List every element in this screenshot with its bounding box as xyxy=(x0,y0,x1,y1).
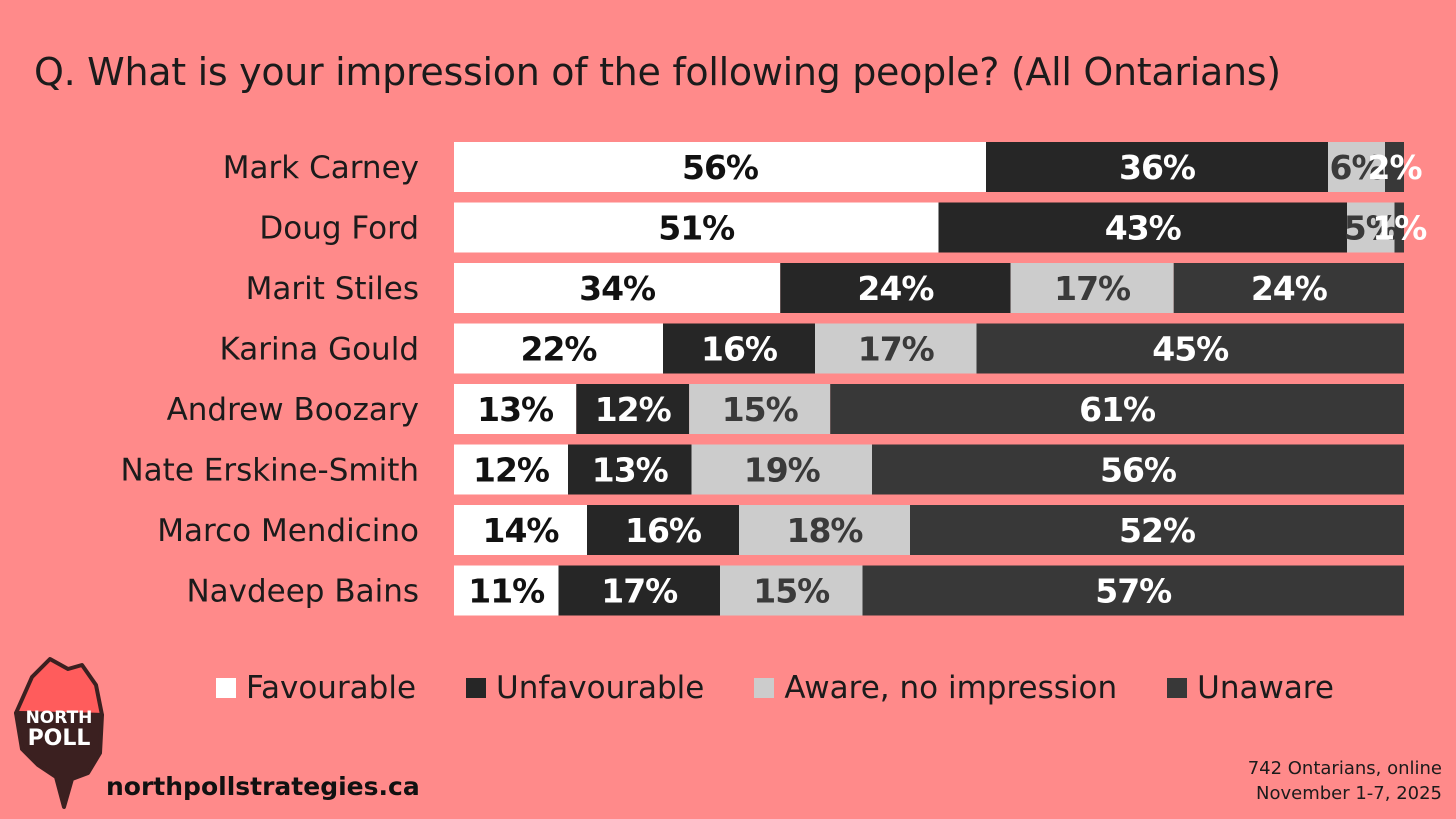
value-label-unaware-andrew-boozary: 61% xyxy=(1079,390,1156,429)
category-label-andrew-boozary: Andrew Boozary xyxy=(167,392,419,428)
bar-favourable-marit-stiles xyxy=(454,263,781,313)
source-note: 742 Ontarians, online November 1-7, 2025 xyxy=(1248,756,1442,806)
value-label-unfavourable-marit-stiles: 24% xyxy=(857,269,934,308)
value-label-favourable-marco-mendicino: 14% xyxy=(483,511,560,550)
bar-aware-no-impression-karina-gould xyxy=(815,323,977,374)
value-label-unaware-doug-ford: 1% xyxy=(1372,209,1427,248)
logo-text-north: NORTH xyxy=(26,708,93,728)
bar-unfavourable-navdeep-bains xyxy=(558,565,720,616)
category-label-marco-mendicino: Marco Mendicino xyxy=(157,513,419,549)
value-label-aware-no-impression-navdeep-bains: 15% xyxy=(753,572,830,611)
bar-aware-no-impression-nate-erskine-smith xyxy=(691,444,872,495)
value-label-unaware-marit-stiles: 24% xyxy=(1251,269,1328,308)
value-label-unaware-marco-mendicino: 52% xyxy=(1119,511,1196,550)
value-label-favourable-doug-ford: 51% xyxy=(658,209,735,248)
bar-aware-no-impression-navdeep-bains xyxy=(720,565,863,616)
source-sample: 742 Ontarians, online xyxy=(1247,758,1442,779)
value-label-unaware-mark-carney: 2% xyxy=(1367,148,1422,187)
bar-unaware-mark-carney xyxy=(1385,142,1404,192)
bar-unfavourable-mark-carney xyxy=(986,142,1328,192)
value-label-unfavourable-nate-erskine-smith: 13% xyxy=(592,451,669,490)
legend-item-unaware: Unaware xyxy=(1167,670,1334,706)
bar-aware-no-impression-andrew-boozary xyxy=(689,384,831,434)
value-label-unfavourable-andrew-boozary: 12% xyxy=(595,390,672,429)
bar-aware-no-impression-mark-carney xyxy=(1328,142,1385,192)
bar-unfavourable-karina-gould xyxy=(663,323,815,374)
legend-label-aware: Aware, no impression xyxy=(784,670,1118,706)
bar-favourable-doug-ford xyxy=(454,202,939,253)
legend-item-unfavourable: Unfavourable xyxy=(466,670,704,706)
bar-favourable-andrew-boozary xyxy=(454,384,577,434)
bar-favourable-marco-mendicino xyxy=(454,505,587,555)
bar-unfavourable-nate-erskine-smith xyxy=(568,444,692,495)
legend-swatch-favourable xyxy=(216,678,236,698)
bar-unaware-nate-erskine-smith xyxy=(872,444,1404,495)
legend-label-unfavourable: Unfavourable xyxy=(496,670,705,706)
bar-aware-no-impression-marit-stiles xyxy=(1010,263,1174,313)
value-label-aware-no-impression-marco-mendicino: 18% xyxy=(787,511,864,550)
value-label-unfavourable-navdeep-bains: 17% xyxy=(601,572,678,611)
bar-unaware-marco-mendicino xyxy=(910,505,1404,555)
logo-iceberg-top xyxy=(14,657,104,717)
value-label-unaware-karina-gould: 45% xyxy=(1152,330,1229,369)
bar-aware-no-impression-marco-mendicino xyxy=(739,505,910,555)
bar-unaware-doug-ford xyxy=(1394,202,1404,253)
value-label-favourable-navdeep-bains: 11% xyxy=(468,572,545,611)
category-label-nate-erskine-smith: Nate Erskine-Smith xyxy=(120,453,419,489)
bar-aware-no-impression-doug-ford xyxy=(1347,202,1395,253)
legend-swatch-aware xyxy=(754,678,775,698)
legend-item-favourable: Favourable xyxy=(216,670,416,706)
legend-label-favourable: Favourable xyxy=(246,670,417,706)
bar-unfavourable-doug-ford xyxy=(938,202,1347,253)
bar-unaware-marit-stiles xyxy=(1173,263,1404,313)
legend-label-unaware: Unaware xyxy=(1197,670,1334,706)
legend-swatch-unaware xyxy=(1167,678,1188,698)
value-label-favourable-marit-stiles: 34% xyxy=(579,269,656,308)
bar-unaware-andrew-boozary xyxy=(830,384,1404,434)
legend: Favourable Unfavourable Aware, no impres… xyxy=(216,670,1384,706)
value-label-aware-no-impression-mark-carney: 6% xyxy=(1329,148,1384,187)
value-label-unfavourable-karina-gould: 16% xyxy=(701,330,778,369)
bar-favourable-mark-carney xyxy=(454,142,986,192)
value-label-unfavourable-mark-carney: 36% xyxy=(1119,148,1196,187)
bar-unaware-karina-gould xyxy=(976,323,1404,374)
website-link[interactable]: northpollstrategies.ca xyxy=(106,772,420,801)
value-label-unaware-nate-erskine-smith: 56% xyxy=(1100,451,1177,490)
bar-favourable-karina-gould xyxy=(454,323,663,374)
value-label-aware-no-impression-andrew-boozary: 15% xyxy=(722,390,799,429)
value-label-favourable-karina-gould: 22% xyxy=(521,330,598,369)
category-label-doug-ford: Doug Ford xyxy=(259,211,419,247)
value-label-aware-no-impression-karina-gould: 17% xyxy=(858,330,935,369)
legend-item-aware: Aware, no impression xyxy=(754,670,1117,706)
bar-unaware-navdeep-bains xyxy=(862,565,1404,616)
value-label-unfavourable-doug-ford: 43% xyxy=(1105,209,1182,248)
bar-favourable-nate-erskine-smith xyxy=(454,444,568,495)
value-label-unfavourable-marco-mendicino: 16% xyxy=(625,511,702,550)
value-label-aware-no-impression-nate-erskine-smith: 19% xyxy=(744,451,821,490)
category-label-mark-carney: Mark Carney xyxy=(223,150,419,186)
bar-unfavourable-marit-stiles xyxy=(780,263,1011,313)
value-label-favourable-andrew-boozary: 13% xyxy=(477,390,554,429)
value-label-favourable-nate-erskine-smith: 12% xyxy=(473,451,550,490)
source-dates: November 1-7, 2025 xyxy=(1255,783,1442,804)
logo-iceberg-bottom xyxy=(14,711,104,809)
category-label-karina-gould: Karina Gould xyxy=(219,332,419,368)
value-label-aware-no-impression-doug-ford: 5% xyxy=(1344,209,1399,248)
value-label-favourable-mark-carney: 56% xyxy=(682,148,759,187)
logo-text-poll: POLL xyxy=(28,726,91,751)
category-label-marit-stiles: Marit Stiles xyxy=(246,271,419,307)
legend-swatch-unfavourable xyxy=(466,678,487,698)
bar-unfavourable-andrew-boozary xyxy=(576,384,690,434)
chart-title: Q. What is your impression of the follow… xyxy=(34,50,1281,94)
value-label-aware-no-impression-marit-stiles: 17% xyxy=(1054,269,1131,308)
bar-favourable-navdeep-bains xyxy=(454,565,559,616)
value-label-unaware-navdeep-bains: 57% xyxy=(1095,572,1172,611)
north-poll-logo: NORTH POLL xyxy=(14,657,104,809)
bar-unfavourable-marco-mendicino xyxy=(587,505,739,555)
category-label-navdeep-bains: Navdeep Bains xyxy=(186,574,419,610)
